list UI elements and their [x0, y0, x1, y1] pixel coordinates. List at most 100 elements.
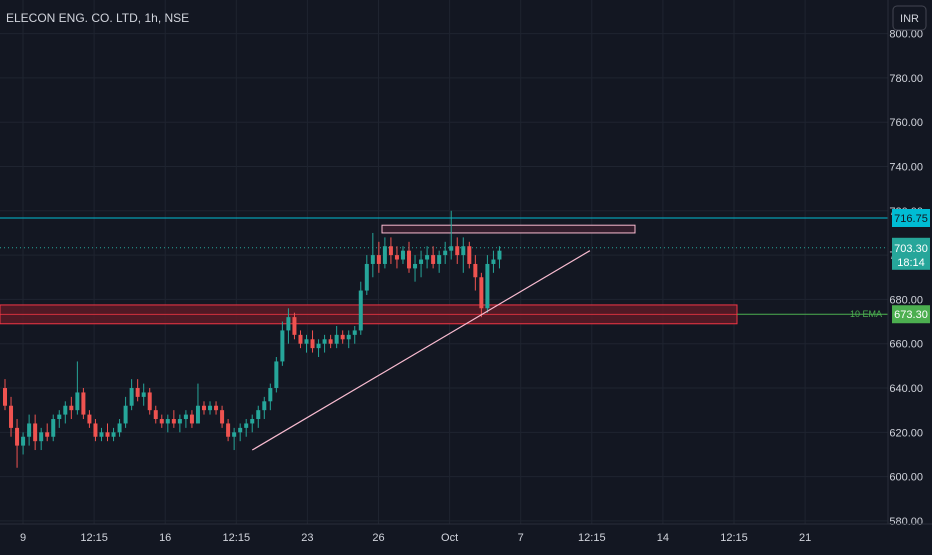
candle-body: [407, 250, 412, 269]
candle: [479, 272, 484, 318]
candle: [268, 383, 273, 411]
candle: [87, 410, 92, 428]
candle-body: [461, 246, 466, 256]
candle-body: [69, 405, 74, 411]
levels: [0, 217, 888, 315]
resistance-price-tag: [892, 208, 930, 227]
candle-body: [304, 339, 309, 344]
ascending-trendline: [251, 250, 591, 451]
bar-countdown: 18:14: [897, 257, 925, 269]
candle-body: [340, 334, 345, 340]
price-axis[interactable]: 580.00600.00620.00640.00660.00680.00700.…: [889, 29, 923, 528]
y-tick-label: 620.00: [889, 427, 923, 439]
candle: [425, 246, 430, 269]
candle-body: [201, 405, 206, 411]
candle: [443, 241, 448, 264]
x-tick-label: 14: [657, 532, 669, 544]
candle-body: [189, 414, 194, 424]
candle-body: [455, 246, 460, 256]
last-price-tag: [892, 237, 930, 270]
candle: [292, 312, 297, 340]
candle: [189, 410, 194, 428]
candle: [220, 405, 225, 428]
candle-body: [99, 432, 104, 437]
candle: [63, 401, 68, 424]
candle-body: [33, 423, 38, 442]
candle: [27, 414, 32, 446]
candle-body: [425, 255, 430, 260]
time-axis[interactable]: 9 12:15 16 12:15 23 26 Oct 7 12:15 14 12:15 21: [20, 532, 811, 544]
candle: [51, 414, 56, 442]
candle: [141, 383, 146, 406]
candle-body: [286, 317, 291, 331]
candle-body: [177, 419, 182, 424]
candle-body: [352, 330, 357, 335]
candle: [81, 388, 86, 420]
candle: [473, 255, 478, 291]
candle: [413, 255, 418, 282]
candle: [75, 361, 80, 415]
y-tick-label: 680.00: [889, 294, 923, 306]
candle-body: [419, 259, 424, 264]
candle-body: [129, 388, 134, 406]
candle: [304, 334, 309, 353]
candle: [232, 427, 237, 451]
candle: [394, 246, 399, 269]
x-tick-label: 7: [518, 532, 524, 544]
candle: [183, 410, 188, 428]
candle-body: [9, 405, 14, 428]
candle-body: [388, 246, 393, 256]
candle: [286, 308, 291, 344]
candle: [123, 396, 128, 428]
candle: [99, 427, 104, 442]
candle-body: [370, 255, 375, 264]
candle: [69, 396, 74, 420]
candle-body: [244, 423, 249, 428]
candle-body: [123, 405, 128, 424]
candle-body: [485, 263, 490, 309]
candle-body: [268, 388, 273, 402]
candle: [280, 321, 285, 366]
candle: [195, 383, 200, 424]
candle-body: [400, 250, 405, 260]
candle-body: [443, 250, 448, 256]
candle-body: [75, 392, 80, 411]
candle-body: [310, 339, 315, 349]
candle-body: [473, 263, 478, 278]
candle: [316, 339, 321, 357]
candle-body: [274, 361, 279, 389]
y-tick-label: 780.00: [889, 73, 923, 85]
candle-body: [51, 419, 56, 437]
candles: [3, 210, 502, 468]
candle-body: [322, 339, 327, 344]
currency-button[interactable]: INR: [892, 5, 927, 31]
candle: [57, 410, 62, 428]
candle-body: [135, 388, 140, 397]
candle-body: [413, 263, 418, 269]
candle: [171, 410, 176, 428]
last-price-value: 703.30: [894, 243, 928, 255]
candle-body: [491, 259, 496, 264]
candle: [370, 232, 375, 278]
candle: [310, 330, 315, 353]
resistance-price-value: 716.75: [894, 213, 928, 225]
x-tick-label: 12:15: [578, 532, 606, 544]
candle: [15, 419, 20, 468]
candle: [491, 250, 496, 273]
y-tick-label: 760.00: [889, 117, 923, 129]
candle-body: [153, 410, 158, 420]
chart-title: ELECON ENG. CO. LTD, 1h, NSE: [6, 11, 189, 25]
candle: [407, 241, 412, 273]
candle-body: [449, 246, 454, 251]
candle-body: [141, 392, 146, 397]
candle: [9, 396, 14, 437]
candle-body: [232, 432, 237, 437]
candle: [111, 427, 116, 442]
candle: [467, 241, 472, 269]
ema-price-value: 673.30: [894, 309, 928, 321]
candle: [455, 237, 460, 264]
candle-body: [376, 255, 381, 264]
candle: [214, 401, 219, 415]
